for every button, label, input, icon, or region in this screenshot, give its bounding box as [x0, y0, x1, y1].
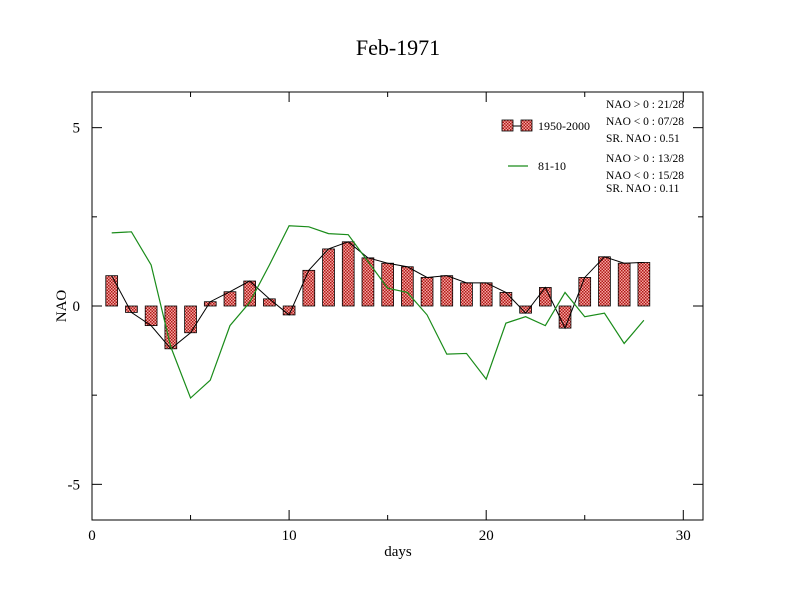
bar: [479, 282, 493, 307]
legend-label-1950-2000: 1950-2000: [538, 119, 590, 133]
line-series: [111, 225, 645, 400]
x-tick-label: 10: [282, 528, 297, 544]
bar: [341, 241, 355, 307]
stats-block: NAO > 0 : 21/28 NAO < 0 : 07/28 SR. NAO …: [606, 99, 684, 195]
stats-line: NAO < 0 : 07/28: [606, 116, 684, 128]
bar: [381, 262, 394, 307]
bar: [401, 266, 414, 307]
bar: [598, 256, 611, 307]
legend-label-81-10: 81-10: [538, 159, 566, 173]
bar: [322, 248, 335, 307]
bar: [440, 275, 454, 307]
stats-line: NAO < 0 : 15/28: [606, 170, 684, 182]
x-tick-label: 20: [479, 528, 494, 544]
x-tick-label: 30: [676, 528, 691, 544]
y-axis-label: NAO: [54, 290, 70, 323]
x-axis-label: days: [384, 544, 412, 560]
bar: [420, 277, 434, 307]
bar: [578, 277, 592, 307]
bar: [637, 262, 651, 307]
y-axis: -5 0 5: [68, 121, 703, 493]
bar: [105, 275, 119, 307]
stats-line: NAO > 0 : 21/28: [606, 99, 684, 111]
stats-line: SR. NAO : 0.51: [606, 133, 680, 145]
bar: [302, 269, 316, 307]
legend-bar-swatch-right: [520, 119, 533, 132]
y-tick-label: -5: [68, 477, 81, 493]
bar: [184, 305, 197, 334]
bar: [499, 292, 513, 307]
stats-line: NAO > 0 : 13/28: [606, 153, 684, 165]
x-axis: 0 10 20 30: [88, 92, 691, 544]
series-line-1950-2000: [111, 241, 644, 350]
bar: [617, 262, 631, 307]
series-line-81-10: [111, 225, 645, 400]
x-tick-label: 0: [88, 528, 96, 544]
y-tick-label: 5: [73, 121, 81, 137]
y-tick-label: 0: [73, 299, 81, 315]
bar: [460, 282, 473, 307]
legend-bar-swatch-left: [501, 119, 514, 132]
stats-line: SR. NAO : 0.11: [606, 183, 680, 195]
legend: 1950-2000 81-10: [501, 119, 590, 173]
bar-series-1950-2000: [105, 241, 651, 350]
bar: [282, 305, 296, 316]
bar: [361, 257, 375, 307]
chart-title: Feb-1971: [356, 35, 440, 60]
